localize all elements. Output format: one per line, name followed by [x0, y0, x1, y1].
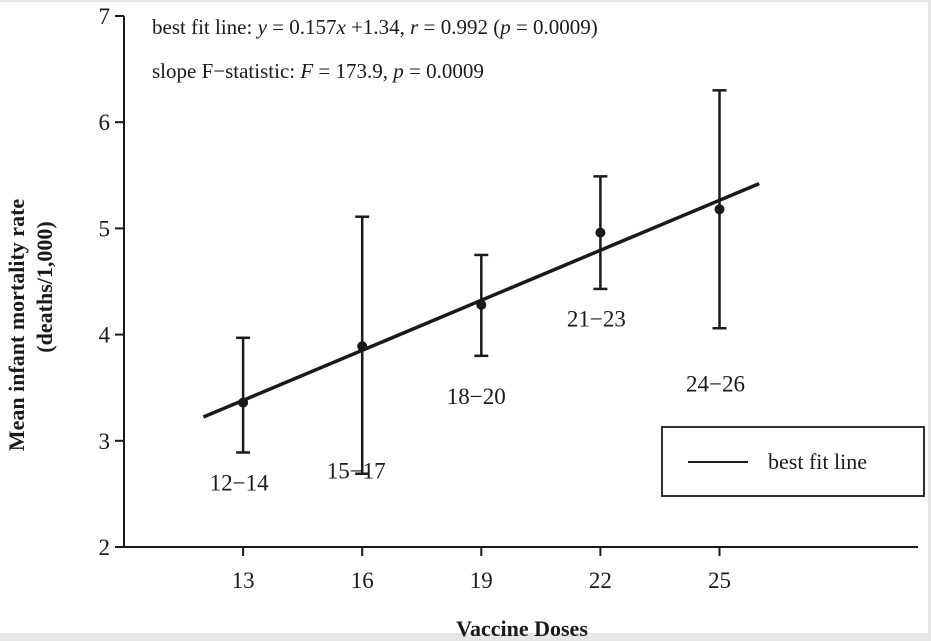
y-tick-label: 7 [99, 4, 111, 29]
category-label: 21−23 [567, 307, 626, 332]
fit-equation-annotation: best fit line: y = 0.157x +1.34, r = 0.9… [152, 15, 598, 39]
data-point [714, 204, 725, 215]
x-tick-label: 13 [232, 568, 255, 593]
y-tick-label: 3 [99, 429, 111, 454]
fit-equation-y-var: y [256, 15, 268, 39]
y-axis-title-line2: (deaths/1,000) [32, 221, 57, 352]
data-point [357, 341, 368, 352]
data-point [476, 299, 487, 310]
f-statistic-f-var: F [299, 59, 313, 83]
f-statistic-part1: = 173.9, [313, 59, 393, 83]
legend-label: best fit line [768, 449, 867, 474]
f-statistic-p-var: p [391, 59, 404, 83]
category-label: 24−26 [686, 371, 745, 396]
category-label: 15−17 [327, 458, 386, 483]
fit-equation-prefix: best fit line: [152, 15, 258, 39]
y-axis-title-line1: Mean infant mortality rate [4, 199, 29, 452]
fit-equation-part1: = 0.157 [267, 15, 337, 39]
data-points-group: 12−14 15−17 18−20 21−23 24−26 [210, 89, 745, 496]
annotation-group: best fit line: y = 0.157x +1.34, r = 0.9… [152, 15, 598, 83]
x-axis-title: Vaccine Doses [456, 616, 588, 641]
f-statistic-prefix: slope F−statistic: [152, 59, 300, 83]
fit-equation-part4: = 0.0009) [511, 15, 598, 39]
x-tick-label: 22 [589, 568, 612, 593]
top-border-strip [0, 0, 931, 2]
x-tick-label: 19 [470, 568, 493, 593]
y-tick-label: 4 [99, 323, 111, 348]
fit-equation-part2: +1.34, [346, 15, 410, 39]
fit-equation-part3: = 0.992 ( [418, 15, 500, 39]
x-tick-label: 16 [351, 568, 374, 593]
right-border-strip [928, 0, 931, 641]
bottom-border-strip [0, 633, 931, 641]
data-point [238, 397, 249, 408]
category-label: 12−14 [210, 471, 269, 496]
data-point [595, 227, 606, 238]
axes-group: 2 3 4 5 6 7 13 16 19 22 25 [99, 4, 918, 593]
f-statistic-annotation: slope F−statistic: F = 173.9, p = 0.0009 [152, 59, 484, 83]
category-label: 18−20 [447, 384, 506, 409]
fit-equation-p-var: p [498, 15, 511, 39]
f-statistic-part2: = 0.0009 [404, 59, 484, 83]
legend-group: best fit line [661, 426, 925, 497]
x-tick-label: 25 [708, 568, 731, 593]
fit-equation-x-var: x [336, 15, 347, 39]
fit-equation-r-var: r [410, 15, 419, 39]
y-tick-label: 6 [99, 110, 111, 135]
y-tick-label: 2 [99, 535, 111, 560]
y-tick-label: 5 [99, 216, 111, 241]
